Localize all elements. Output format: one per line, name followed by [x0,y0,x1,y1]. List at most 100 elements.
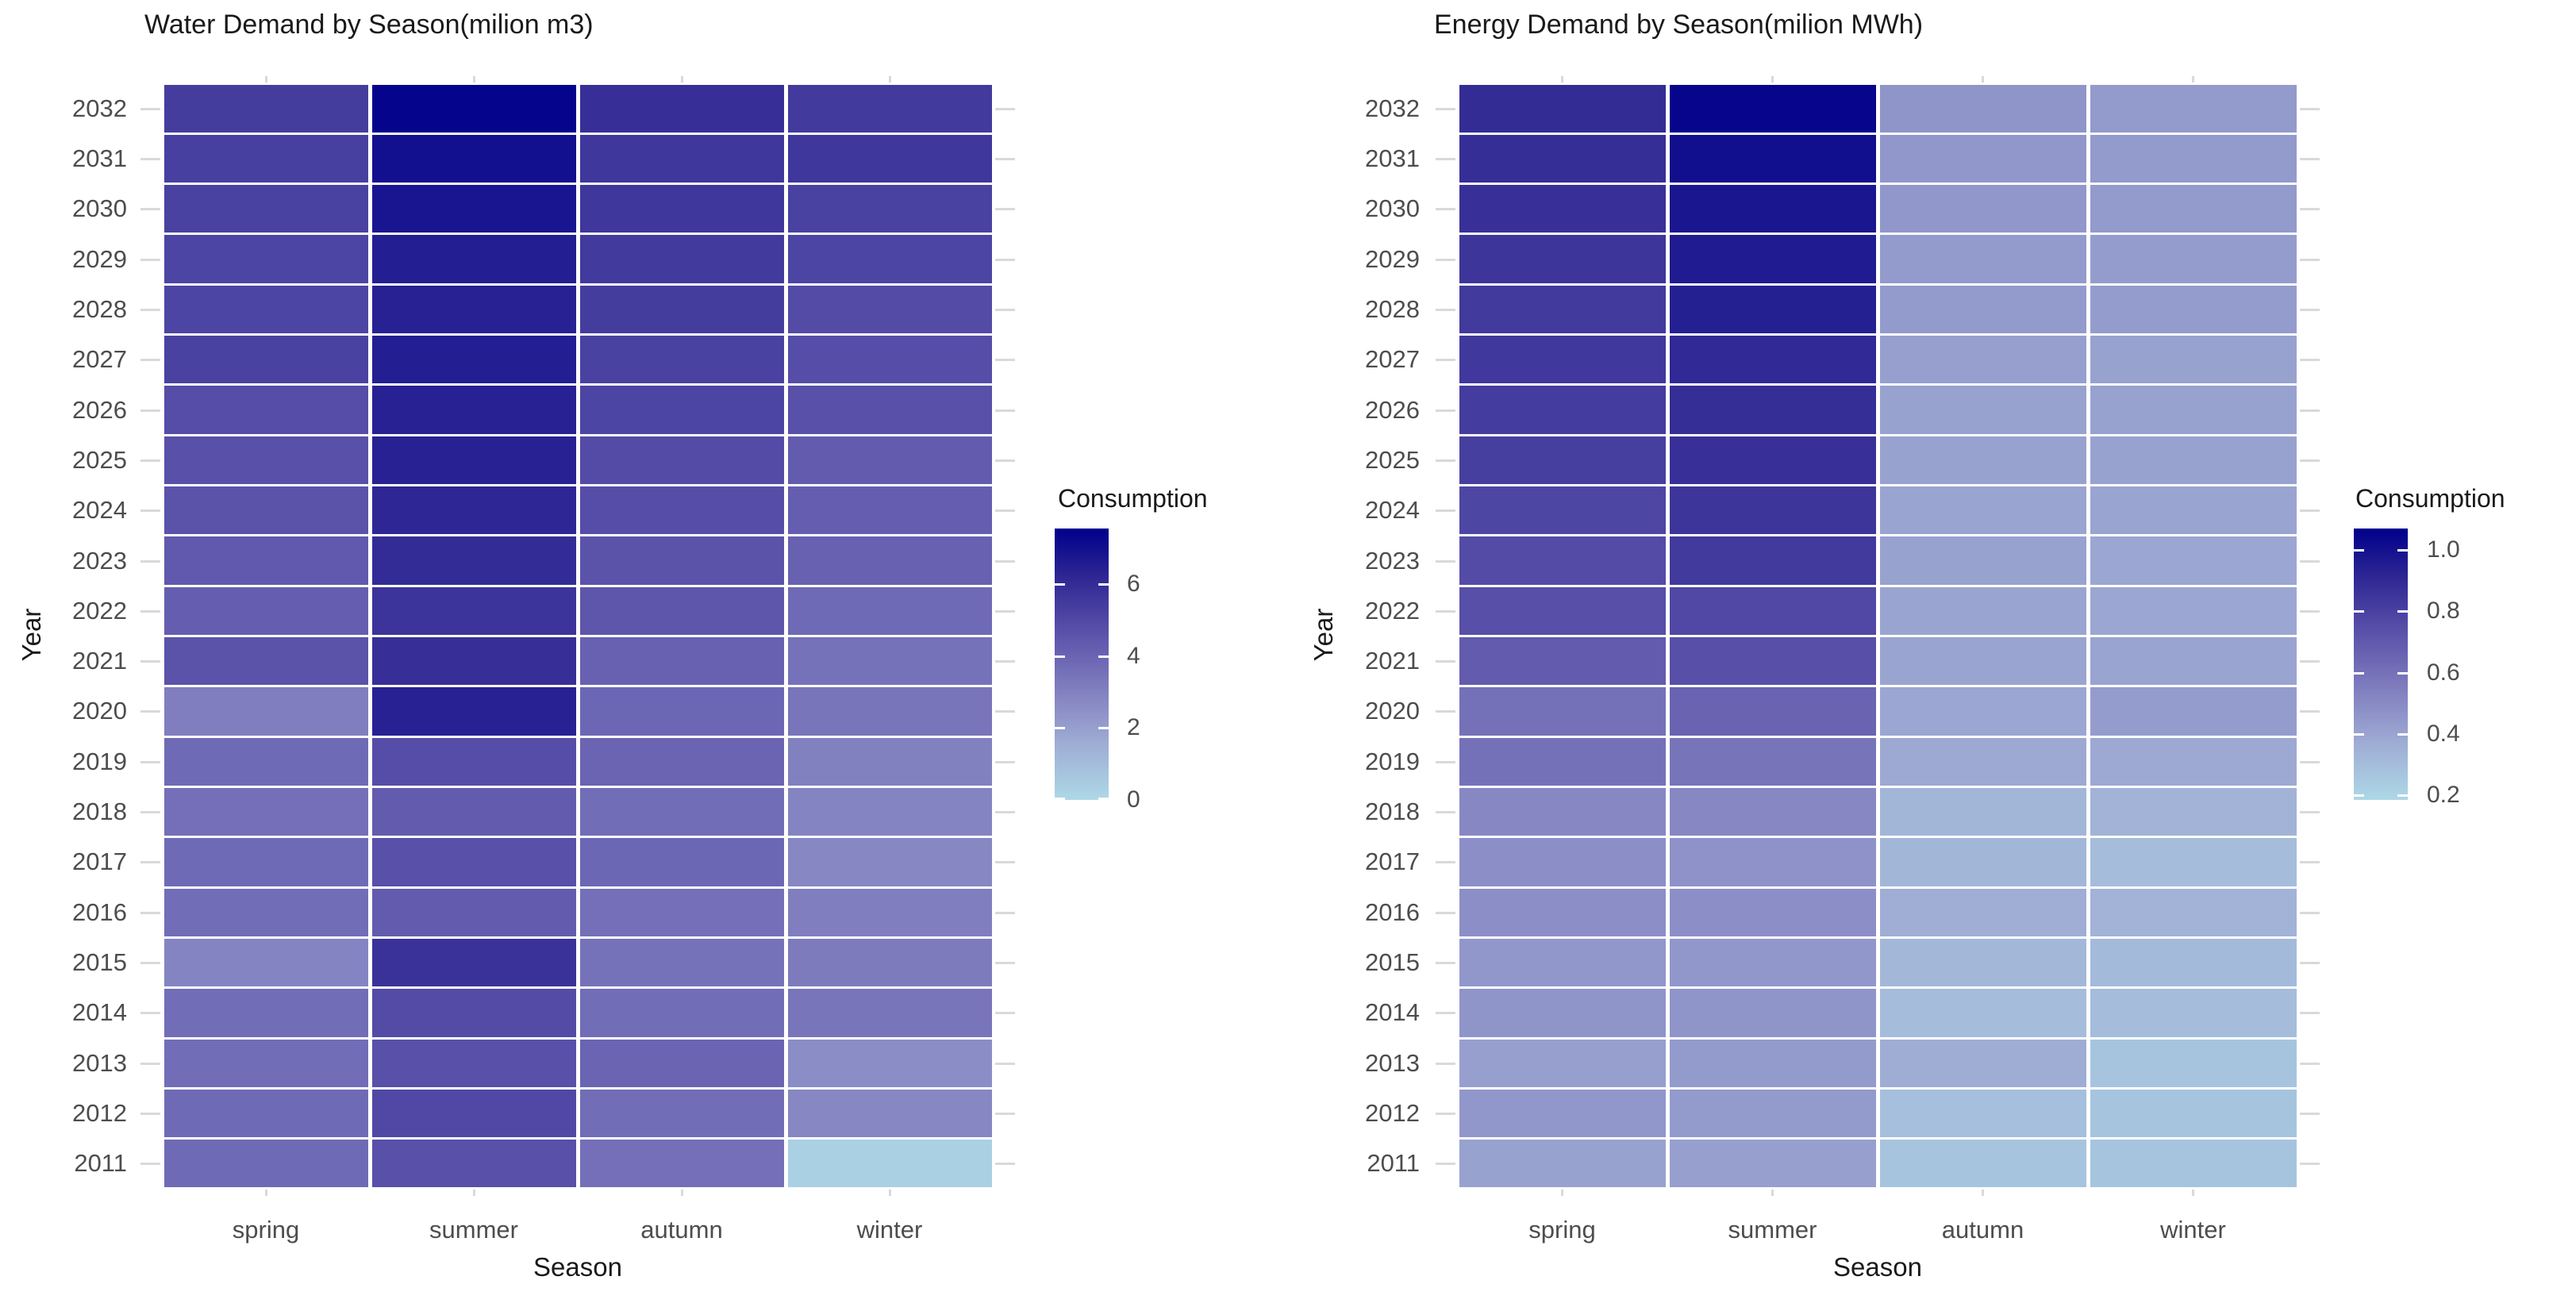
x-axis-label: spring [1528,1216,1596,1244]
heatmap-cell [1669,336,1876,384]
heatmap-cell [163,1039,368,1087]
heatmap-cell [2090,486,2297,535]
y-axis-tick-right [2300,459,2320,462]
y-axis-tick-right [995,609,1015,613]
heatmap-cell [2090,336,2297,384]
y-axis-tick-right [2300,1163,2320,1166]
heatmap-cell [1879,84,2086,133]
y-axis-tick [1436,1012,1455,1015]
heatmap-cell [579,185,784,233]
y-axis-label: 2013 [1365,1048,1420,1077]
legend-tick-mark [1055,655,1065,658]
y-axis-label: 2016 [1365,898,1420,926]
y-axis-tick [1436,157,1455,160]
y-axis-label: 2014 [1365,998,1420,1027]
heatmap-cell [371,1039,576,1087]
heatmap-cell [1459,787,1666,836]
legend-title-energy: Consumption [2355,484,2505,513]
heatmap-cell [1669,888,1876,936]
heatmap-cell [579,134,784,183]
heatmap-cell [579,888,784,936]
legend-tick-label: 0.2 [2427,782,2460,809]
heatmap-cell [2090,536,2297,585]
heatmap-cell [787,134,992,183]
y-axis-tick [1436,1062,1455,1065]
heatmap-cell [371,235,576,283]
y-axis-tick [140,660,160,663]
y-axis-tick-right [2300,911,2320,914]
heatmap-cell [1669,1089,1876,1138]
y-axis-tick [140,107,160,110]
y-axis-tick-right [2300,811,2320,814]
heatmap-cell [787,84,992,133]
heatmap-cell [1879,134,2086,183]
x-axis-tick-top [472,76,475,83]
heatmap-cell [1669,1140,1876,1188]
legend-tick-mark [2354,732,2364,736]
x-axis-tick-top [1561,76,1563,83]
x-axis-tick-bottom [264,1190,267,1196]
heatmap-cell [579,737,784,786]
heatmap-cell [579,536,784,585]
heatmap-cell [1459,938,1666,987]
legend-tick-label: 6 [1127,571,1140,598]
heatmap-cell [787,486,992,535]
heatmap-cell [579,436,784,485]
heatmap-cell [371,486,576,535]
y-axis-tick-right [995,359,1015,362]
heatmap-cell [787,637,992,686]
legend-tick-label: 0.4 [2427,720,2460,747]
y-axis-tick-right [2300,258,2320,261]
y-axis-tick [140,760,160,763]
heatmap-cell [163,185,368,233]
heatmap-cell [787,536,992,585]
y-axis-label: 2013 [72,1048,127,1077]
x-axis-label: winter [856,1216,923,1244]
y-axis-label: 2019 [72,747,127,775]
y-axis-label: 2026 [72,395,127,424]
heatmap-cell [1879,1140,2086,1188]
heatmap-cell [1669,737,1876,786]
legend-tick-label: 4 [1127,642,1140,669]
heatmap-cell [787,185,992,233]
x-axis-tick-top [1982,76,1984,83]
heatmap-cell [787,838,992,886]
y-axis-tick-right [995,459,1015,462]
y-axis-tick [140,1163,160,1166]
heatmap-cell [371,134,576,183]
x-axis-label: spring [232,1216,300,1244]
y-axis-tick [1436,609,1455,613]
heatmap-cell [163,84,368,133]
heatmap-cell [1669,486,1876,535]
legend-tick-mark [1098,727,1109,730]
heatmap-cell [1669,637,1876,686]
x-axis-tick-top [1771,76,1774,83]
y-axis-tick-right [2300,660,2320,663]
heatmap-cell [1879,336,2086,384]
y-axis-tick-right [2300,962,2320,965]
x-axis-tick-top [680,76,683,83]
y-axis-tick [1436,710,1455,713]
y-axis-tick [1436,1163,1455,1166]
heatmap-cell [787,1140,992,1188]
heatmap-cell [579,938,784,987]
y-axis-tick [140,710,160,713]
x-axis-tick-bottom [472,1190,475,1196]
y-axis-tick [140,157,160,160]
y-axis-label: 2030 [72,194,127,223]
heatmap-cell [371,586,576,635]
heatmap-cell [1459,285,1666,334]
legend-tick-mark [2397,671,2408,675]
y-axis-tick-right [2300,107,2320,110]
legend-tick-mark [2397,794,2408,798]
heatmap-cell [2090,637,2297,686]
y-axis-tick [140,409,160,412]
y-axis-label: 2011 [1367,1149,1420,1178]
heatmap-cell [1879,586,2086,635]
y-axis-tick [1436,660,1455,663]
heatmap-cell [163,285,368,334]
y-axis-label: 2026 [1365,395,1420,424]
y-axis-tick-right [995,760,1015,763]
legend-tick-mark [2397,732,2408,736]
x-axis-tick-top [264,76,267,83]
